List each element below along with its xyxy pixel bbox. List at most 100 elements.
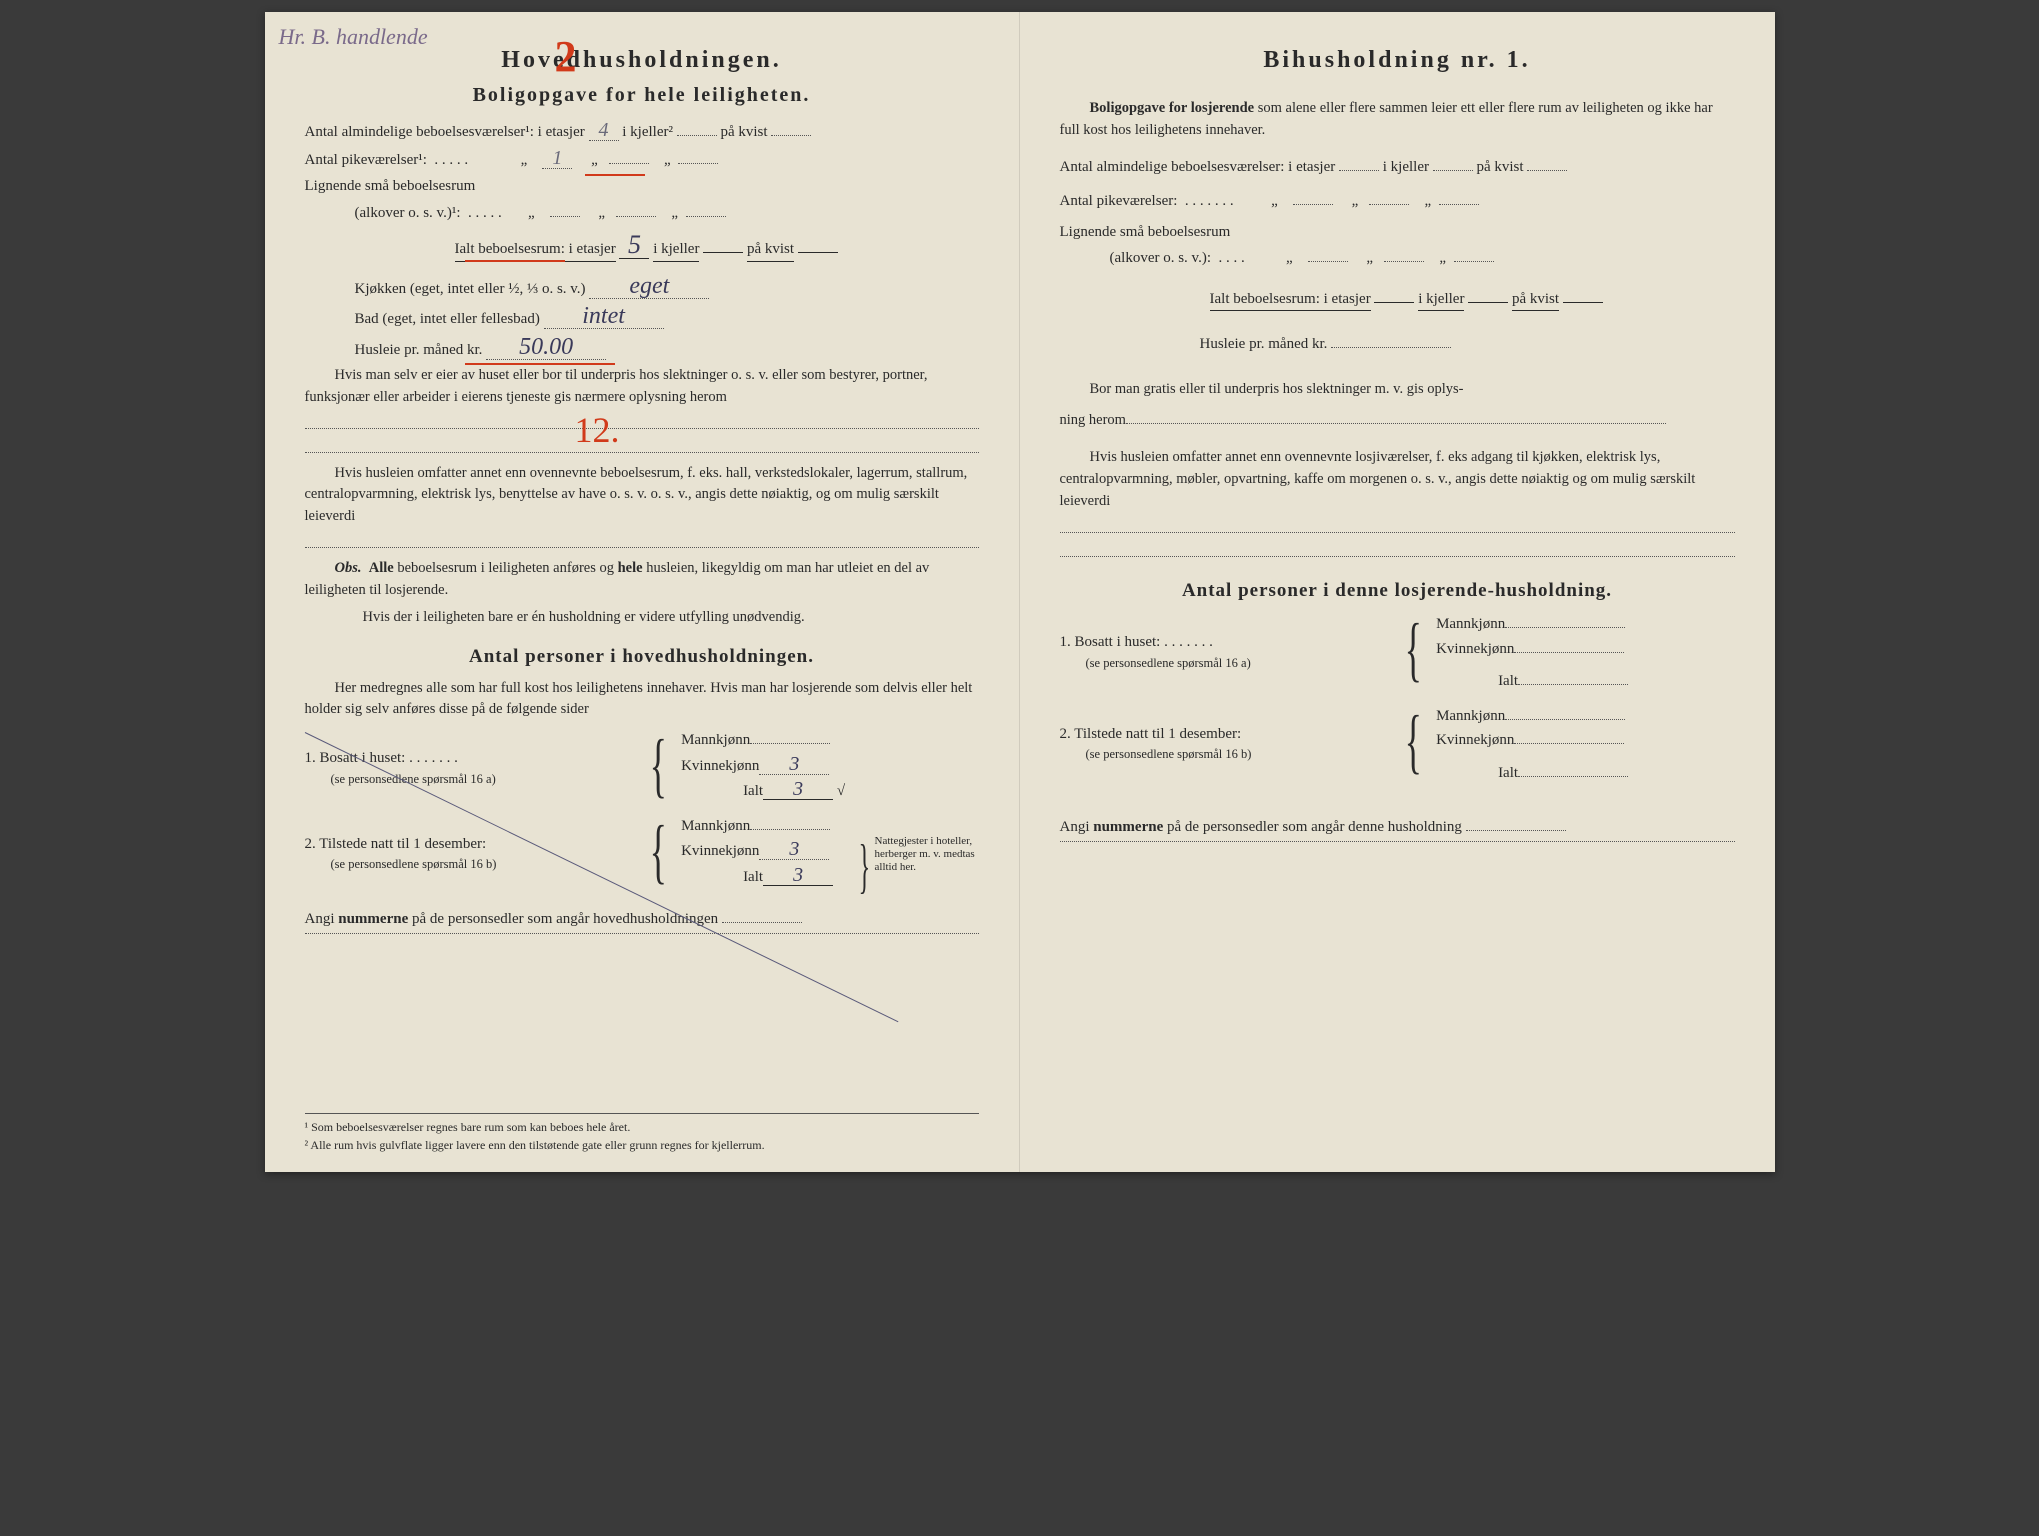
sub-label: (se personsedlene spørsmål 16 a) <box>305 770 635 789</box>
rooms-line-1: Antal almindelige beboelsesværelser¹: i … <box>305 120 979 144</box>
angi-text: Angi nummerne på de personsedler som ang… <box>1060 819 1462 835</box>
field-blank[interactable] <box>1126 423 1666 424</box>
person-row-label: 1. Bosatt i huset: . . . . . . . (se per… <box>1060 613 1390 672</box>
field-blank[interactable] <box>1308 261 1348 262</box>
left-page: Hr. B. handlende 2 Hovedhusholdningen. B… <box>265 12 1020 1172</box>
field-blank[interactable] <box>686 216 726 217</box>
field-angi[interactable] <box>722 922 802 923</box>
label: Kvinnekjønn <box>1436 732 1514 748</box>
label: Kvinnekjønn <box>681 758 759 774</box>
field-blank[interactable] <box>1433 170 1473 171</box>
label: Kvinnekjønn <box>1436 641 1514 657</box>
field-kvinne[interactable] <box>1514 743 1624 744</box>
field-blank[interactable] <box>1468 302 1508 303</box>
field-husleie[interactable]: 50.00 <box>486 335 606 360</box>
rooms-line-lignende: Lignende små beboelsesrum <box>305 175 979 198</box>
person-row-2: 2. Tilstede natt til 1 desember: (se per… <box>305 815 979 891</box>
obs-text: Alle beboelsesrum i leiligheten anføres … <box>305 560 930 598</box>
field-ialt[interactable] <box>1518 684 1628 685</box>
right-intro: Boligopgave for losjerende som alene ell… <box>1060 98 1735 142</box>
field-blank[interactable] <box>1439 204 1479 205</box>
label: 1. Bosatt i huset: <box>305 750 406 766</box>
field-blank[interactable] <box>703 252 743 253</box>
field-blank[interactable] <box>678 163 718 164</box>
sub-label: (se personsedlene spørsmål 16 b) <box>305 855 635 874</box>
label: Mannkjønn <box>1436 616 1505 632</box>
field-ialt[interactable]: 5 <box>619 232 649 259</box>
r-angi-line: Angi nummerne på de personsedler som ang… <box>1060 816 1735 842</box>
obs-label: Obs. <box>335 560 362 576</box>
obs-paragraph-2: Hvis der i leiligheten bare er én hushol… <box>305 607 979 629</box>
label: Husleie pr. måned kr. <box>1200 336 1328 352</box>
field-blank[interactable] <box>1454 261 1494 262</box>
field-blank[interactable] <box>609 163 649 164</box>
field-bad[interactable]: intet <box>544 304 664 329</box>
rooms-line-ialt: Ialt beboelsesrum: i etasjer 5 i kjeller… <box>305 232 979 262</box>
right-page: Bihusholdning nr. 1. Boligopgave for los… <box>1020 12 1775 1172</box>
field-blank[interactable] <box>1527 170 1567 171</box>
fill-line[interactable]: 12. <box>305 415 979 429</box>
field-kvinne[interactable] <box>1514 652 1624 653</box>
label: på kvist <box>747 238 794 262</box>
field-kvist[interactable] <box>771 135 811 136</box>
label: i kjeller <box>1418 288 1464 312</box>
paragraph-owner: Hvis man selv er eier av huset eller bor… <box>305 365 979 409</box>
r-rooms-line-alkover: (alkover o. s. v.): . . . . „ „ „ <box>1060 247 1735 270</box>
label: Antal pikeværelser¹: <box>305 152 427 168</box>
label: Mannkjønn <box>1436 708 1505 724</box>
field-kjokken[interactable]: eget <box>589 274 709 299</box>
fill-line[interactable] <box>305 534 979 548</box>
field-blank[interactable] <box>1293 204 1333 205</box>
handwriting-annotation: Hr. B. handlende <box>279 20 428 53</box>
field-mann[interactable] <box>750 743 830 744</box>
field-blank[interactable] <box>1384 261 1424 262</box>
field-blank[interactable] <box>1563 302 1603 303</box>
angi-text: Angi nummerne på de personsedler som ang… <box>305 911 719 927</box>
person-row-1: 1. Bosatt i huset: . . . . . . . (se per… <box>1060 613 1735 695</box>
label: Mannkjønn <box>681 818 750 834</box>
field-ialt[interactable]: 3 <box>763 779 833 800</box>
field-ialt[interactable]: 3 <box>763 865 833 886</box>
r-persons-block: 1. Bosatt i huset: . . . . . . . (se per… <box>1060 613 1735 786</box>
r-rooms-line-pike: Antal pikeværelser: . . . . . . . „ „ „ <box>1060 190 1735 213</box>
label: i kjeller <box>1383 159 1429 175</box>
field-kvinne[interactable]: 3 <box>759 754 829 775</box>
field-husleie[interactable] <box>1331 347 1451 348</box>
fill-line[interactable] <box>305 439 979 453</box>
field-etasjer[interactable]: 4 <box>589 120 619 141</box>
r-rooms-line-ialt: Ialt beboelsesrum: i etasjer i kjeller p… <box>1060 288 1735 312</box>
field-blank[interactable] <box>1339 170 1379 171</box>
red-underline <box>465 363 615 365</box>
field-pike[interactable]: 1 <box>542 148 572 169</box>
label: Lignende små beboelsesrum <box>1060 224 1231 240</box>
field-kjeller[interactable] <box>677 135 717 136</box>
brace-icon: { <box>649 815 666 887</box>
field-blank[interactable] <box>1374 302 1414 303</box>
field-mann[interactable] <box>750 829 830 830</box>
field-angi[interactable] <box>1466 830 1566 831</box>
husleie-line: Husleie pr. måned kr. 50.00 <box>305 335 979 362</box>
field-blank[interactable] <box>1369 204 1409 205</box>
person-row-values: Mannkjønn Kvinnekjønn Ialt <box>1436 613 1734 695</box>
field-kvinne[interactable]: 3 <box>759 839 829 860</box>
field-blank[interactable] <box>798 252 838 253</box>
label: Antal pikeværelser: <box>1060 193 1178 209</box>
rooms-line-pike: Antal pikeværelser¹: . . . . . „ 1 „ „ <box>305 148 979 172</box>
right-title: Bihusholdning nr. 1. <box>1060 42 1735 78</box>
field-blank[interactable] <box>616 216 656 217</box>
brace-icon: } <box>858 821 870 911</box>
rooms-line-alkover: (alkover o. s. v.)¹: . . . . . „ „ „ <box>305 202 979 225</box>
label: Lignende små beboelsesrum <box>305 178 476 194</box>
red-underline <box>465 260 565 262</box>
label: i kjeller² <box>622 124 673 140</box>
label: (alkover o. s. v.)¹: <box>355 205 461 221</box>
field-mann[interactable] <box>1505 627 1625 628</box>
field-mann[interactable] <box>1505 719 1625 720</box>
field-blank[interactable] <box>550 216 580 217</box>
fill-line[interactable] <box>1060 543 1735 557</box>
field-ialt[interactable] <box>1518 776 1628 777</box>
r-husleie-line: Husleie pr. måned kr. <box>1060 333 1735 356</box>
footnote-2: ² Alle rum hvis gulvflate ligger lavere … <box>305 1136 979 1154</box>
fill-line[interactable] <box>1060 519 1735 533</box>
census-form-document: Hr. B. handlende 2 Hovedhusholdningen. B… <box>265 12 1775 1172</box>
